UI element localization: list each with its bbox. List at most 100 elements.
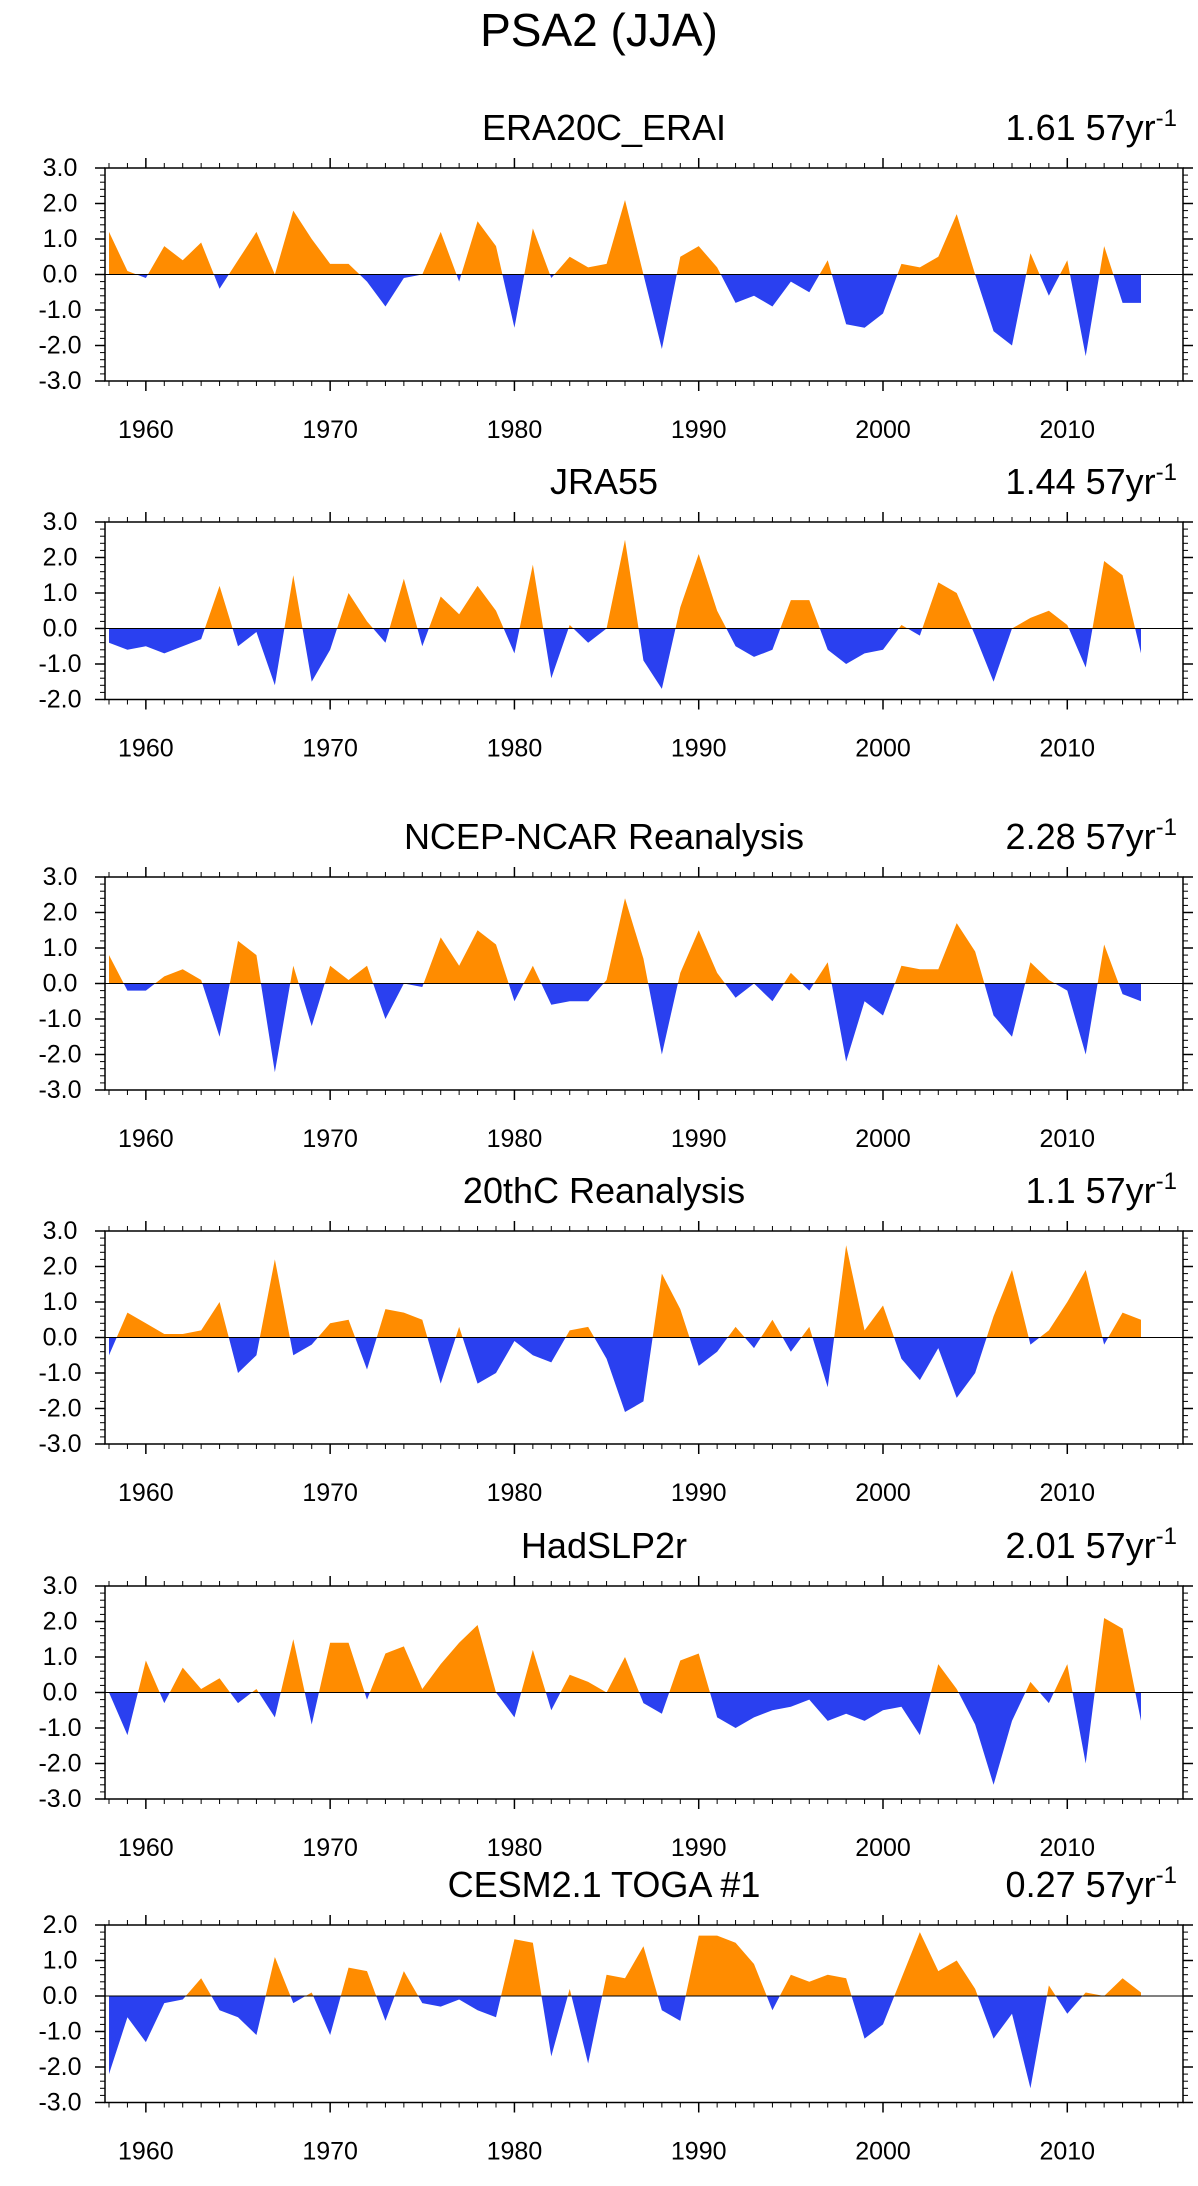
x-tick-label: 1990	[671, 1834, 727, 1862]
x-tick-label: 1990	[671, 1125, 727, 1153]
panel-1: ERA20C_ERAI 1.61 57yr-1 3.0 2.0 1.0 0.0 -1.0 -2…	[38, 105, 1193, 444]
y-tick-label: -1.0	[38, 1005, 81, 1033]
x-tick-label: 1980	[487, 1479, 543, 1507]
negative-area	[109, 1692, 1141, 1785]
panel-5: HadSLP2r 2.01 57yr-1 3.0 2.0 1.0 0.0 -1.0 -2.0 -…	[38, 1523, 1193, 1862]
x-tick-label: 1960	[118, 2138, 174, 2166]
y-tick-label: 2.0	[43, 1911, 78, 1939]
x-tick-label: 1970	[302, 416, 358, 444]
x-tick-label: 2000	[855, 1479, 911, 1507]
y-tick-label: 0.0	[43, 1982, 78, 2010]
x-tick-label: 1980	[487, 416, 543, 444]
panel-6: CESM2.1 TOGA #1 0.27 57yr-1 2.0 1.0 0.0 -1.0 -…	[38, 1862, 1193, 2166]
y-tick-label: 0.0	[43, 261, 78, 289]
stat-label: 1.1 57yr-1	[1026, 1168, 1177, 1211]
panel-title: JRA55	[550, 461, 658, 502]
x-tick-label: 2010	[1039, 416, 1095, 444]
positive-area	[109, 539, 1141, 629]
x-tick-label: 1990	[671, 2138, 727, 2166]
x-tick-label: 2010	[1039, 1834, 1095, 1862]
x-tick-label: 1990	[671, 1479, 727, 1507]
panel-title: NCEP-NCAR Reanalysis	[404, 816, 804, 857]
y-tick-label: -2.0	[38, 332, 81, 360]
y-tick-label: 1.0	[43, 225, 78, 253]
stat-label: 1.44 57yr-1	[1006, 459, 1177, 502]
x-tick-label: 1970	[302, 1834, 358, 1862]
x-tick-label: 1970	[302, 2138, 358, 2166]
y-tick-label: 1.0	[43, 579, 78, 607]
panel-title: ERA20C_ERAI	[482, 107, 726, 148]
y-tick-label: -1.0	[38, 2018, 81, 2046]
x-tick-label: 1990	[671, 735, 727, 763]
y-tick-label: 2.0	[43, 1253, 78, 1281]
y-tick-label: 3.0	[43, 154, 78, 182]
y-tick-label: -3.0	[38, 1430, 81, 1458]
positive-area	[109, 1245, 1141, 1338]
panel-4: 20thC Reanalysis 1.1 57yr-1 3.0 2.0 1.0 0.0 -1…	[38, 1168, 1193, 1507]
x-tick-label: 2000	[855, 416, 911, 444]
y-tick-label: 1.0	[43, 1288, 78, 1316]
panel-3: NCEP-NCAR Reanalysis 2.28 57yr-1 3.0 2.0 1.0…	[38, 814, 1193, 1153]
x-tick-label: 2010	[1039, 735, 1095, 763]
negative-area	[109, 628, 1141, 689]
x-tick-label: 1970	[302, 1125, 358, 1153]
y-tick-label: 1.0	[43, 934, 78, 962]
x-tick-label: 1960	[118, 1125, 174, 1153]
y-tick-label: 2.0	[43, 899, 78, 927]
y-tick-label: 0.0	[43, 970, 78, 998]
x-tick-label: 1970	[302, 735, 358, 763]
x-tick-label: 1980	[487, 2138, 543, 2166]
panel-title: CESM2.1 TOGA #1	[448, 1864, 761, 1905]
y-tick-label: 0.0	[43, 1324, 78, 1352]
stat-label: 1.61 57yr-1	[1006, 105, 1177, 148]
x-tick-label: 2000	[855, 2138, 911, 2166]
stat-label: 0.27 57yr-1	[1006, 1862, 1177, 1905]
positive-area	[109, 1617, 1141, 1693]
y-tick-label: -2.0	[38, 1750, 81, 1778]
x-tick-label: 1960	[118, 416, 174, 444]
x-tick-label: 1970	[302, 1479, 358, 1507]
y-tick-label: -3.0	[38, 367, 81, 395]
x-tick-label: 1960	[118, 735, 174, 763]
negative-area	[109, 1996, 1141, 2089]
x-tick-label: 2010	[1039, 1479, 1095, 1507]
positive-area	[109, 1932, 1141, 1996]
plot-frame	[104, 1924, 1184, 2104]
y-tick-label: -1.0	[38, 650, 81, 678]
figure-title: PSA2 (JJA)	[480, 4, 718, 56]
y-tick-label: 2.0	[43, 190, 78, 218]
x-tick-label: 2000	[855, 1834, 911, 1862]
stat-label: 2.01 57yr-1	[1006, 1523, 1177, 1566]
stat-label: 2.28 57yr-1	[1006, 814, 1177, 857]
y-tick-label: -1.0	[38, 1714, 81, 1742]
x-tick-label: 1980	[487, 735, 543, 763]
y-tick-label: -2.0	[38, 686, 81, 714]
y-tick-label: 3.0	[43, 508, 78, 536]
x-tick-label: 2000	[855, 735, 911, 763]
x-tick-label: 1960	[118, 1834, 174, 1862]
x-tick-label: 1980	[487, 1834, 543, 1862]
y-tick-label: 0.0	[43, 615, 78, 643]
negative-area	[109, 274, 1141, 357]
panel-2: JRA55 1.44 57yr-1 3.0 2.0 1.0 0.0 -1.0 -2.0 1960…	[38, 459, 1193, 763]
y-tick-label: 2.0	[43, 544, 78, 572]
y-tick-label: -1.0	[38, 1359, 81, 1387]
y-tick-label: -3.0	[38, 2089, 81, 2117]
y-tick-label: -3.0	[38, 1076, 81, 1104]
negative-area	[109, 1337, 1141, 1413]
x-tick-label: 2010	[1039, 1125, 1095, 1153]
positive-area	[109, 199, 1141, 275]
y-tick-label: -2.0	[38, 1395, 81, 1423]
panel-title: HadSLP2r	[521, 1525, 687, 1566]
negative-area	[109, 983, 1141, 1073]
y-tick-label: 3.0	[43, 1572, 78, 1600]
y-tick-label: -2.0	[38, 1041, 81, 1069]
y-tick-label: -3.0	[38, 1785, 81, 1813]
y-tick-label: 3.0	[43, 1217, 78, 1245]
x-tick-label: 1960	[118, 1479, 174, 1507]
x-tick-label: 1990	[671, 416, 727, 444]
x-tick-label: 2000	[855, 1125, 911, 1153]
y-tick-label: 0.0	[43, 1679, 78, 1707]
positive-area	[109, 898, 1141, 984]
